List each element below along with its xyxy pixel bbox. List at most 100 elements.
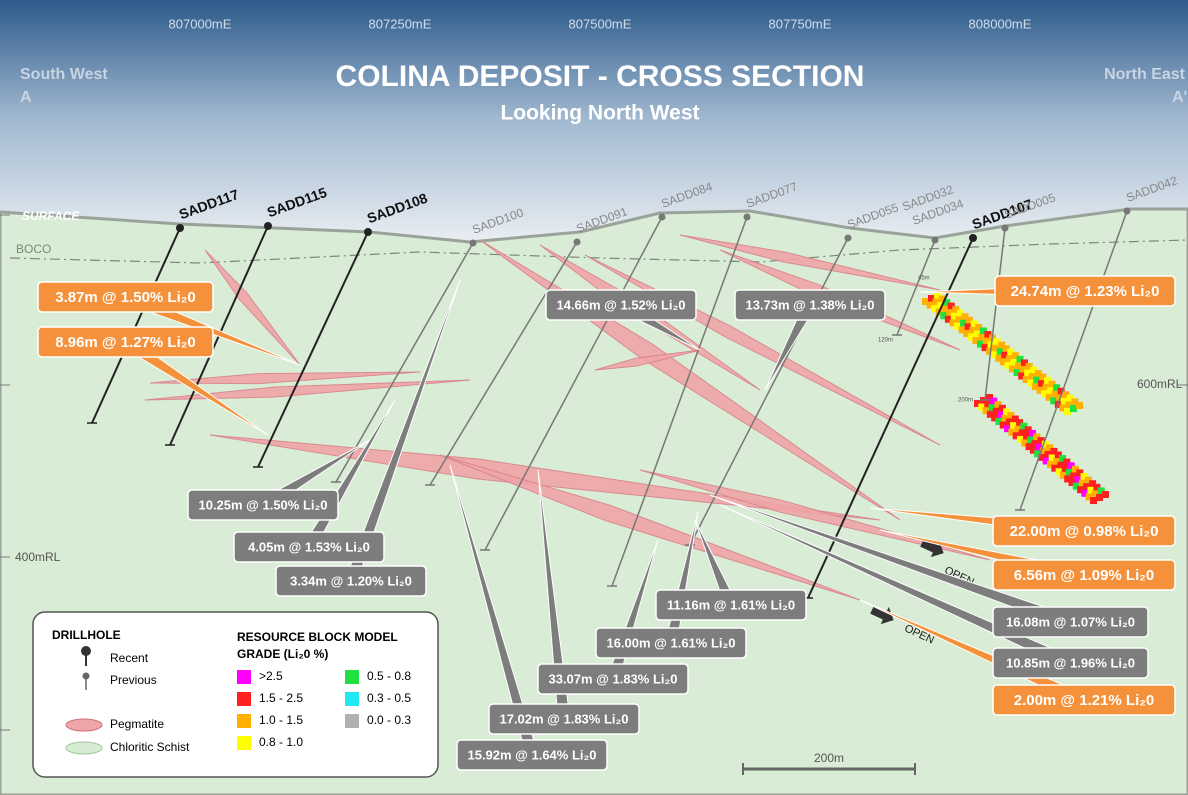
block-cell bbox=[1091, 490, 1099, 498]
block-cell bbox=[1071, 465, 1079, 473]
block-cell bbox=[1065, 401, 1073, 409]
block-cell bbox=[993, 338, 1001, 346]
intercept-label: 24.74m @ 1.23% Li₂0 bbox=[1011, 283, 1160, 300]
block-cell bbox=[1031, 440, 1039, 448]
block-cell bbox=[975, 323, 983, 331]
intercept-label: 3.87m @ 1.50% Li₂0 bbox=[55, 289, 196, 306]
corner-right-sub: A' bbox=[1172, 89, 1187, 106]
callout-box bbox=[992, 515, 1176, 547]
block-cell bbox=[964, 323, 972, 331]
grade-swatch bbox=[237, 670, 251, 684]
block-cell bbox=[1024, 426, 1032, 434]
block-cell bbox=[966, 316, 974, 324]
block-cell bbox=[1038, 453, 1046, 461]
block-cell bbox=[1044, 450, 1052, 458]
block-cell bbox=[981, 344, 989, 352]
block-cell bbox=[1010, 422, 1018, 430]
block-cell bbox=[931, 305, 939, 313]
elevation: 600mRL bbox=[1137, 377, 1183, 391]
block-cell bbox=[1043, 377, 1051, 385]
block-cell bbox=[990, 397, 998, 405]
block-cell bbox=[982, 337, 990, 345]
block-cell bbox=[1065, 468, 1073, 476]
callout-box bbox=[187, 489, 339, 521]
block-cell bbox=[1011, 352, 1019, 360]
block-cell bbox=[1066, 394, 1074, 402]
callout-box bbox=[275, 565, 427, 597]
drillhole bbox=[335, 242, 474, 483]
callout-box bbox=[595, 627, 747, 659]
collar bbox=[658, 213, 666, 221]
block-cell bbox=[967, 333, 975, 341]
block-cell bbox=[982, 407, 990, 415]
legend-heading: RESOURCE BLOCK MODEL bbox=[237, 630, 398, 644]
intercept-label: 13.73m @ 1.38% Li₂0 bbox=[745, 297, 874, 312]
block-cell bbox=[1022, 432, 1030, 440]
block-cell bbox=[1003, 408, 1011, 416]
block-cell bbox=[1047, 461, 1055, 469]
intercept-label: 16.08m @ 1.07% Li₂0 bbox=[1006, 614, 1135, 629]
block-cell bbox=[1053, 458, 1061, 466]
block-cell bbox=[961, 313, 969, 321]
block-cell bbox=[1019, 365, 1027, 373]
block-cell bbox=[1033, 433, 1041, 441]
block-cell bbox=[960, 319, 968, 327]
block-cell bbox=[955, 316, 963, 324]
block-cell bbox=[1051, 390, 1059, 398]
drillhole bbox=[689, 237, 849, 546]
callout-box bbox=[545, 289, 697, 321]
block-cell bbox=[1072, 482, 1080, 490]
block-cell bbox=[1076, 402, 1083, 409]
block-cell bbox=[937, 302, 945, 310]
pegmatite bbox=[149, 371, 421, 385]
pegmatite bbox=[144, 379, 471, 401]
block-cell bbox=[974, 400, 981, 407]
block-cell bbox=[1041, 440, 1049, 448]
block-cell bbox=[947, 302, 955, 310]
block-cell bbox=[995, 417, 1003, 425]
pegmatite bbox=[679, 234, 941, 291]
grade-swatch bbox=[345, 714, 359, 728]
block-cell bbox=[926, 301, 934, 309]
block-cell bbox=[1059, 455, 1067, 463]
depth-mark: 120m bbox=[878, 338, 893, 344]
drillhole bbox=[896, 239, 936, 336]
block-cell bbox=[1010, 358, 1018, 366]
block-cell bbox=[1067, 462, 1075, 470]
corner-right: North East bbox=[1104, 66, 1186, 83]
callout-box bbox=[992, 606, 1149, 638]
intercept-label: 22.00m @ 0.98% Li₂0 bbox=[1010, 523, 1159, 540]
pegmatite bbox=[209, 434, 881, 521]
pegmatite bbox=[639, 469, 991, 561]
intercept-label: 17.02m @ 1.83% Li₂0 bbox=[499, 711, 628, 726]
block-cell bbox=[1039, 373, 1047, 381]
block-cell bbox=[956, 309, 964, 317]
block-cell bbox=[946, 309, 954, 317]
block-cell bbox=[992, 344, 1000, 352]
legend: DRILLHOLE Recent Previous Pegmatite Chlo… bbox=[32, 611, 439, 778]
collar bbox=[931, 236, 939, 244]
block-cell bbox=[1024, 369, 1032, 377]
block-cell bbox=[1030, 366, 1038, 374]
block-cell bbox=[1054, 451, 1062, 459]
block-cell bbox=[1057, 387, 1065, 395]
block-cell bbox=[1097, 487, 1105, 495]
block-cell bbox=[1011, 415, 1019, 423]
block-cell bbox=[1013, 368, 1021, 376]
block-cell bbox=[941, 305, 949, 313]
block-cell bbox=[1001, 351, 1009, 359]
block-cell bbox=[1034, 370, 1042, 378]
corner-left-sub: A bbox=[20, 89, 32, 106]
block-cell bbox=[1042, 457, 1050, 465]
block-cell bbox=[1018, 429, 1026, 437]
block-cell bbox=[1027, 436, 1035, 444]
boco-line bbox=[9, 239, 1188, 264]
block-cell bbox=[1014, 425, 1022, 433]
block-cell bbox=[969, 326, 977, 334]
title: COLINA DEPOSIT - CROSS SECTION bbox=[336, 60, 865, 93]
block-cell bbox=[988, 404, 996, 412]
drillhole bbox=[429, 241, 578, 486]
callout-box bbox=[37, 281, 214, 313]
block-cell bbox=[986, 394, 993, 401]
